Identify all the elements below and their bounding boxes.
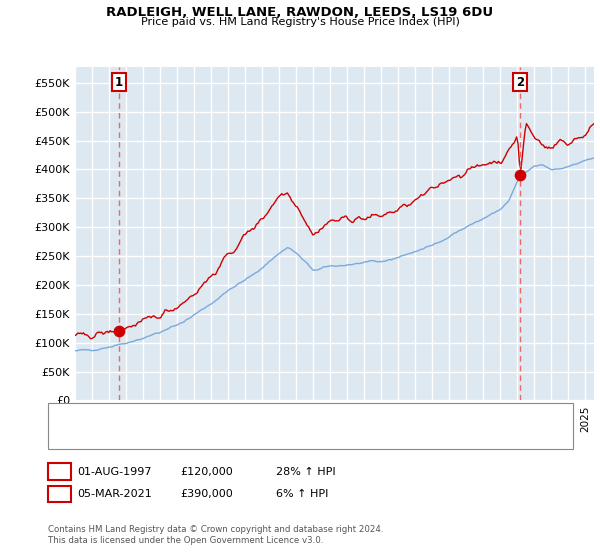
Text: RADLEIGH, WELL LANE, RAWDON, LEEDS, LS19 6DU (detached house): RADLEIGH, WELL LANE, RAWDON, LEEDS, LS19… [92, 411, 436, 421]
Text: 1: 1 [115, 76, 124, 88]
Text: Contains HM Land Registry data © Crown copyright and database right 2024.
This d: Contains HM Land Registry data © Crown c… [48, 525, 383, 545]
Text: £390,000: £390,000 [180, 489, 233, 499]
Text: £120,000: £120,000 [180, 466, 233, 477]
Text: 1: 1 [55, 465, 64, 478]
Text: 01-AUG-1997: 01-AUG-1997 [77, 466, 151, 477]
Text: 05-MAR-2021: 05-MAR-2021 [77, 489, 152, 499]
Text: 2: 2 [516, 76, 524, 88]
Text: HPI: Average price, detached house, Leeds: HPI: Average price, detached house, Leed… [92, 431, 301, 441]
Point [515, 171, 525, 180]
Text: Price paid vs. HM Land Registry's House Price Index (HPI): Price paid vs. HM Land Registry's House … [140, 17, 460, 27]
Text: RADLEIGH, WELL LANE, RAWDON, LEEDS, LS19 6DU: RADLEIGH, WELL LANE, RAWDON, LEEDS, LS19… [106, 6, 494, 18]
Text: 6% ↑ HPI: 6% ↑ HPI [276, 489, 328, 499]
Text: 2: 2 [55, 487, 64, 501]
Text: 28% ↑ HPI: 28% ↑ HPI [276, 466, 335, 477]
Point [115, 326, 124, 335]
